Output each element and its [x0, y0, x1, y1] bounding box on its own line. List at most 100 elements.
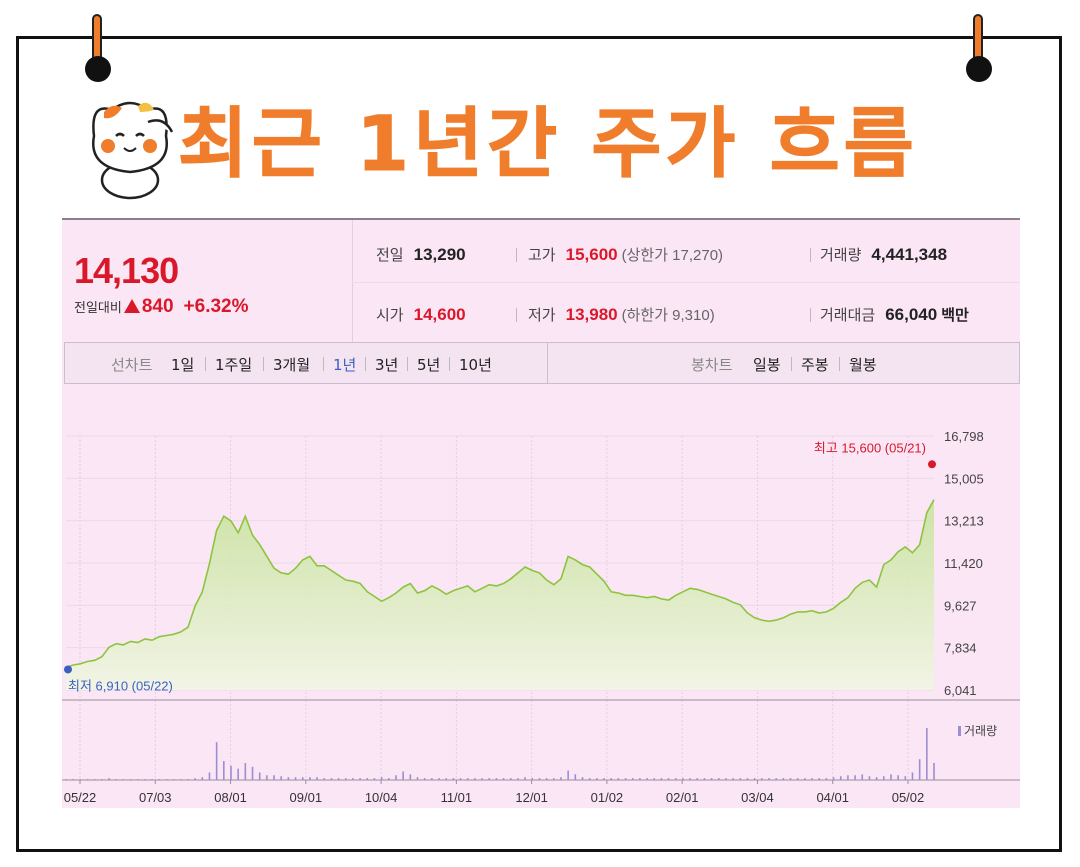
min-point: [64, 665, 72, 674]
tab-period-5y[interactable]: 5년: [417, 356, 441, 374]
change-percent: +6.32%: [183, 296, 249, 317]
volume-bar: [732, 778, 734, 780]
volume-bar: [789, 778, 792, 780]
volume-bar: [129, 779, 132, 780]
high-stat: 고가 15,600 (상한가 17,270): [528, 244, 723, 265]
tab-period-3m[interactable]: 3개월: [273, 356, 311, 374]
page-title: 최근 1년간 주가 흐름: [178, 99, 918, 189]
prev-close-stat: 전일 13,290: [376, 244, 466, 265]
volume-bar: [172, 779, 175, 780]
tab-period-3y[interactable]: 3년: [375, 356, 399, 374]
volume-bar: [122, 779, 125, 780]
y-tick-label: 13,213: [944, 514, 984, 529]
volume-bar: [474, 778, 476, 780]
volume-bar: [811, 778, 813, 780]
change-value: 840: [141, 296, 174, 317]
price-box: 14,130 전일대비 840 +6.32%: [62, 220, 353, 342]
volume-bar: [187, 779, 189, 780]
volume-bar: [488, 778, 491, 780]
volume-bar: [86, 779, 89, 780]
tab-period-1d[interactable]: 1일: [171, 356, 195, 374]
open-value: 14,600: [413, 305, 466, 324]
volume-bar: [746, 778, 749, 780]
upper-limit: (상한가 17,270): [621, 247, 724, 264]
volume-bar: [897, 775, 899, 780]
volume-bar: [136, 779, 139, 780]
tab-candle-monthly[interactable]: 월봉: [849, 356, 877, 374]
volume-legend-swatch: [958, 726, 961, 736]
low-value: 13,980: [565, 305, 618, 324]
volume-bar: [825, 778, 828, 780]
volume-bar: [266, 775, 268, 780]
volume-bar: [65, 779, 67, 780]
volume-bar: [710, 778, 713, 780]
volume-bar: [431, 778, 433, 780]
volume-value: 4,441,348: [871, 245, 948, 264]
x-tick-label: 03/04: [741, 790, 774, 805]
high-label: 고가: [528, 246, 556, 264]
open-stat: 시가 14,600: [376, 304, 466, 325]
volume-bar: [509, 778, 512, 780]
volume-bar: [194, 778, 196, 780]
volume-bar: [101, 779, 103, 780]
volume-bar: [617, 778, 620, 780]
x-tick-label: 11/01: [441, 790, 473, 805]
volume-bar: [481, 778, 483, 780]
volume-bar: [409, 774, 412, 780]
tab-period-1y[interactable]: 1년: [333, 356, 357, 374]
volume-bar: [567, 770, 569, 780]
tab-period-10y[interactable]: 10년: [459, 356, 492, 374]
volume-bar: [93, 779, 96, 780]
x-tick-label: 07/03: [139, 790, 172, 805]
volume-bar: [531, 778, 534, 780]
amount-unit: 백만: [941, 307, 969, 324]
volume-bar: [839, 776, 842, 780]
volume-bar: [761, 778, 763, 780]
volume-bar: [574, 774, 577, 780]
y-tick-label: 6,041: [944, 683, 977, 698]
tab-candle-daily[interactable]: 일봉: [753, 356, 781, 374]
x-tick-label: 09/01: [290, 790, 323, 805]
volume-bar: [151, 779, 153, 780]
volume-bar: [631, 778, 634, 780]
volume-bar: [890, 774, 892, 780]
volume-label: 거래량: [820, 246, 862, 264]
volume-bar: [79, 779, 82, 780]
volume-bar: [581, 777, 584, 780]
volume-bar: [660, 778, 663, 780]
volume-bar: [466, 778, 469, 780]
volume-bar: [144, 779, 146, 780]
volume-bar: [933, 762, 935, 780]
volume-bar: [366, 778, 369, 780]
low-stat: 저가 13,980 (하한가 9,310): [528, 304, 715, 325]
volume-bar: [395, 775, 397, 780]
volume-bar: [230, 765, 232, 780]
tab-period-1w[interactable]: 1주일: [215, 356, 253, 374]
volume-bar: [115, 779, 118, 780]
volume-bar: [818, 778, 821, 780]
volume-bar: [782, 778, 785, 780]
volume-bar: [165, 779, 168, 780]
prev-close-value: 13,290: [413, 245, 466, 264]
volume-bar: [423, 778, 426, 780]
volume-legend-label: 거래량: [964, 724, 997, 738]
tab-candle-weekly[interactable]: 주봉: [801, 356, 829, 374]
volume-bar: [280, 776, 283, 780]
price-area: [66, 499, 934, 690]
volume-bar: [904, 776, 907, 780]
volume-bar: [323, 778, 326, 780]
y-tick-label: 7,834: [944, 641, 977, 656]
volume-bar: [854, 775, 856, 780]
volume-bar: [804, 778, 806, 780]
volume-bar: [596, 778, 598, 780]
x-tick-label: 10/04: [365, 790, 398, 805]
volume-bar: [223, 761, 225, 780]
x-tick-label: 08/01: [214, 790, 247, 805]
volume-bar: [553, 778, 555, 780]
up-arrow-icon: [123, 299, 140, 313]
low-label: 저가: [528, 306, 556, 324]
x-tick-label: 04/01: [816, 790, 849, 805]
line-chart-label: 선차트: [111, 356, 153, 374]
price-chart: 최고 15,600 (05/21) 최저 6,910 (05/22) 거래량 05…: [62, 429, 1020, 805]
volume-bar: [273, 775, 275, 780]
